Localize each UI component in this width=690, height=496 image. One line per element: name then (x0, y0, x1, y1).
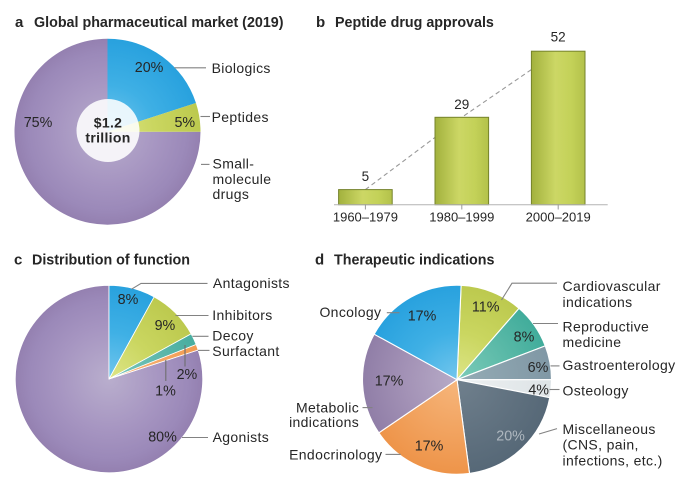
svg-text:Peptide drug approvals: Peptide drug approvals (335, 15, 494, 31)
svg-text:20%: 20% (135, 60, 164, 76)
svg-text:$1.2: $1.2 (94, 114, 122, 130)
svg-text:Distribution of function: Distribution of function (32, 253, 190, 269)
svg-text:Reproductive: Reproductive (563, 318, 650, 334)
svg-text:Inhibitors: Inhibitors (212, 307, 272, 323)
svg-text:29: 29 (454, 97, 469, 112)
svg-text:Global pharmaceutical market (: Global pharmaceutical market (2019) (34, 15, 284, 31)
svg-text:17%: 17% (408, 309, 437, 325)
svg-text:17%: 17% (415, 439, 444, 455)
svg-text:indications: indications (289, 414, 359, 430)
svg-text:Therapeutic indications: Therapeutic indications (334, 253, 495, 269)
svg-text:b: b (316, 14, 325, 31)
svg-text:Oncology: Oncology (319, 304, 381, 320)
svg-text:2%: 2% (177, 367, 198, 383)
svg-text:Biologics: Biologics (212, 60, 271, 76)
svg-text:9%: 9% (155, 318, 176, 334)
svg-text:(CNS, pain,: (CNS, pain, (563, 437, 639, 453)
svg-text:11%: 11% (472, 300, 500, 316)
svg-text:infections, etc.): infections, etc.) (563, 452, 663, 468)
svg-text:Small-: Small- (213, 156, 255, 172)
svg-text:Gastroenterology: Gastroenterology (563, 357, 676, 373)
svg-text:5: 5 (362, 169, 370, 184)
svg-text:4%: 4% (528, 383, 549, 399)
svg-text:Endocrinology: Endocrinology (289, 447, 382, 463)
svg-text:Surfactant: Surfactant (212, 343, 279, 359)
svg-text:5%: 5% (174, 115, 195, 131)
svg-text:trillion: trillion (85, 129, 130, 145)
svg-text:6%: 6% (528, 360, 549, 376)
svg-text:Metabolic: Metabolic (296, 399, 359, 415)
svg-text:c: c (14, 252, 22, 269)
svg-text:drugs: drugs (213, 186, 250, 202)
svg-text:Peptides: Peptides (212, 109, 269, 125)
svg-text:Agonists: Agonists (213, 429, 270, 445)
svg-text:8%: 8% (514, 330, 535, 346)
svg-text:molecule: molecule (213, 171, 272, 187)
svg-text:Cardiovascular: Cardiovascular (563, 278, 661, 294)
svg-text:80%: 80% (148, 430, 177, 446)
svg-text:1%: 1% (155, 384, 176, 400)
svg-text:1980–1999: 1980–1999 (429, 210, 494, 225)
svg-text:52: 52 (551, 30, 566, 45)
svg-text:d: d (315, 252, 324, 269)
svg-text:20%: 20% (496, 429, 525, 445)
svg-text:Antagonists: Antagonists (213, 275, 290, 291)
svg-text:2000–2019: 2000–2019 (526, 210, 591, 225)
svg-text:Miscellaneous: Miscellaneous (563, 421, 656, 437)
svg-text:medicine: medicine (563, 334, 622, 350)
svg-text:1960–1979: 1960–1979 (333, 210, 398, 225)
svg-text:8%: 8% (118, 292, 139, 308)
svg-text:indications: indications (563, 294, 633, 310)
svg-text:a: a (15, 14, 24, 31)
svg-text:Osteology: Osteology (563, 382, 629, 398)
svg-text:75%: 75% (24, 115, 53, 131)
svg-text:Decoy: Decoy (212, 328, 253, 344)
svg-text:17%: 17% (375, 373, 404, 389)
